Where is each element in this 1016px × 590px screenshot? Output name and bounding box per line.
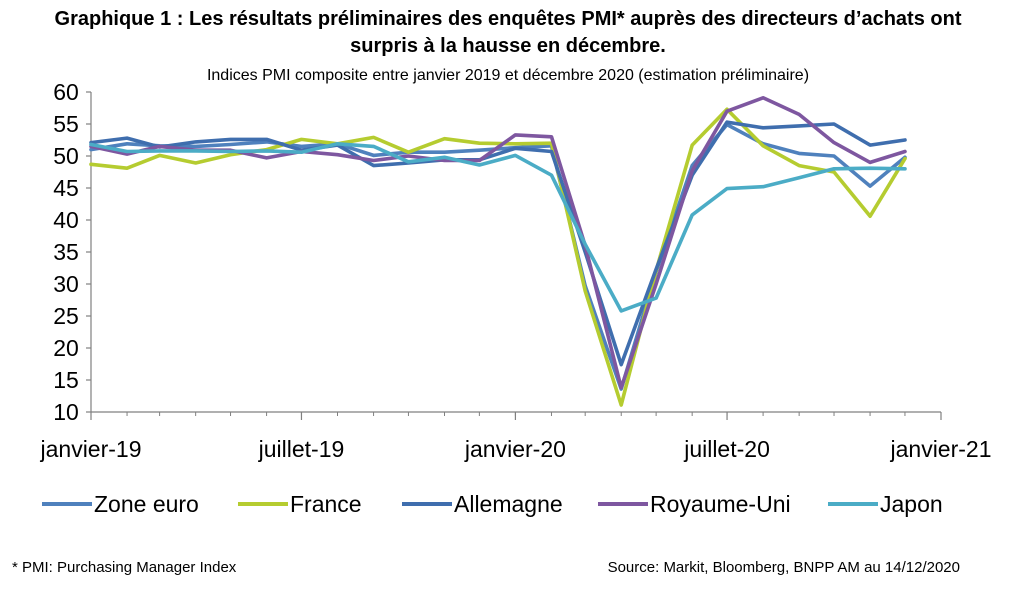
y-tick-label: 30 (53, 271, 79, 297)
legend-label: France (290, 491, 362, 517)
y-tick-label: 55 (53, 111, 79, 137)
y-tick-label: 40 (53, 207, 79, 233)
chart-title-line-1: Graphique 1 : Les résultats préliminaire… (54, 8, 962, 30)
y-tick-label: 35 (53, 239, 79, 265)
y-tick-label: 25 (53, 303, 79, 329)
y-tick-label: 15 (53, 367, 79, 393)
series-line-1 (89, 122, 907, 391)
legend-label: Japon (880, 491, 943, 517)
legend-label: Royaume-Uni (650, 491, 791, 517)
y-tick-label: 10 (53, 399, 79, 425)
chart-subtitle: Indices PMI composite entre janvier 2019… (206, 67, 810, 84)
series-line-5 (89, 142, 907, 313)
x-tick-label: juillet-20 (683, 436, 770, 462)
legend-label: Allemagne (454, 491, 563, 517)
y-tick-label: 45 (53, 175, 79, 201)
x-tick-label: juillet-19 (258, 436, 345, 462)
series-line-2 (89, 107, 907, 407)
x-tick-label: janvier-19 (40, 436, 142, 462)
source-note: Source: Markit, Bloomberg, BNPP AM au 14… (607, 559, 960, 576)
chart-title: Graphique 1 : Les résultats préliminaire… (0, 6, 1016, 60)
series-line-3 (89, 120, 907, 367)
x-tick-label: janvier-20 (464, 436, 566, 462)
y-tick-label: 50 (53, 143, 79, 169)
chart-series (89, 96, 907, 407)
y-tick-label: 20 (53, 335, 79, 361)
footnote: * PMI: Purchasing Manager Index (12, 559, 237, 576)
y-tick-label: 60 (53, 79, 79, 105)
legend-label: Zone euro (94, 491, 199, 517)
chart-title-line-2: surpris à la hausse en décembre. (350, 35, 666, 57)
x-tick-label: janvier-21 (890, 436, 992, 462)
chart-legend: Zone euro France Allemagne Royaume-Uni Japon (42, 491, 943, 517)
